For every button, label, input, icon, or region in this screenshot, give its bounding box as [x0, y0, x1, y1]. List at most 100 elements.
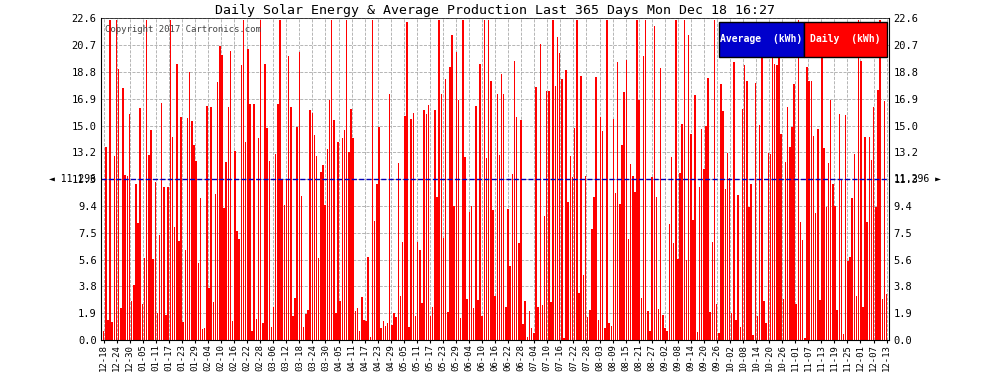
- Bar: [346, 20, 347, 340]
- Bar: [492, 210, 494, 340]
- Bar: [138, 223, 139, 340]
- Bar: [873, 108, 874, 340]
- Bar: [395, 317, 397, 340]
- Bar: [701, 129, 702, 340]
- Bar: [221, 55, 223, 340]
- Bar: [533, 333, 535, 340]
- Bar: [154, 183, 156, 340]
- Bar: [204, 328, 206, 340]
- Bar: [398, 163, 399, 340]
- Bar: [875, 207, 876, 340]
- Bar: [754, 82, 756, 340]
- Bar: [723, 111, 724, 340]
- Bar: [540, 44, 541, 340]
- Bar: [626, 60, 627, 340]
- Bar: [167, 188, 169, 340]
- Bar: [430, 316, 432, 340]
- Bar: [270, 327, 272, 340]
- Title: Daily Solar Energy & Average Production Last 365 Days Mon Dec 18 16:27: Daily Solar Energy & Average Production …: [215, 4, 775, 17]
- Bar: [542, 305, 544, 340]
- Bar: [622, 145, 623, 340]
- Bar: [765, 323, 767, 340]
- Bar: [323, 165, 324, 340]
- Bar: [283, 205, 285, 340]
- Bar: [780, 134, 782, 340]
- Bar: [879, 20, 881, 340]
- Bar: [305, 314, 307, 340]
- Bar: [742, 109, 743, 340]
- Text: Average  (kWh): Average (kWh): [721, 34, 803, 44]
- Text: ◄ 11.296: ◄ 11.296: [49, 174, 96, 184]
- Bar: [720, 84, 722, 340]
- Bar: [354, 311, 356, 340]
- Bar: [664, 328, 666, 340]
- Bar: [855, 296, 857, 340]
- Text: 11.296 ►: 11.296 ►: [894, 174, 941, 184]
- Bar: [516, 117, 518, 340]
- Bar: [367, 256, 369, 340]
- Bar: [241, 65, 243, 340]
- Bar: [275, 154, 276, 340]
- Bar: [563, 338, 564, 340]
- Bar: [292, 316, 294, 340]
- Bar: [819, 300, 821, 340]
- Bar: [428, 105, 430, 340]
- Bar: [615, 193, 617, 340]
- Bar: [853, 154, 855, 340]
- Bar: [520, 120, 522, 340]
- Bar: [475, 106, 476, 340]
- Bar: [187, 118, 188, 340]
- Bar: [763, 301, 764, 340]
- Bar: [849, 257, 850, 340]
- Bar: [529, 311, 531, 340]
- Bar: [122, 88, 124, 340]
- Bar: [738, 195, 739, 340]
- Bar: [217, 82, 219, 340]
- Bar: [565, 70, 567, 340]
- Bar: [251, 331, 252, 340]
- Bar: [310, 110, 311, 340]
- Bar: [606, 20, 608, 340]
- Bar: [716, 304, 718, 340]
- Bar: [675, 20, 676, 340]
- Bar: [774, 64, 775, 340]
- Bar: [318, 258, 320, 340]
- Bar: [488, 20, 489, 340]
- Bar: [211, 107, 212, 340]
- Bar: [545, 91, 547, 340]
- Bar: [734, 62, 735, 340]
- Bar: [316, 156, 318, 340]
- Bar: [802, 240, 804, 340]
- Bar: [105, 147, 107, 340]
- Bar: [595, 76, 597, 340]
- Bar: [421, 303, 423, 340]
- Bar: [255, 320, 257, 340]
- Bar: [628, 239, 630, 340]
- Bar: [441, 94, 443, 340]
- Bar: [234, 152, 236, 340]
- Bar: [699, 187, 700, 340]
- Bar: [457, 100, 459, 340]
- Bar: [116, 20, 117, 340]
- Bar: [460, 318, 461, 340]
- Bar: [572, 177, 573, 340]
- Bar: [408, 327, 410, 340]
- Bar: [619, 204, 621, 340]
- Bar: [224, 208, 225, 340]
- Bar: [822, 51, 823, 340]
- Bar: [657, 309, 659, 340]
- Bar: [858, 20, 859, 340]
- Bar: [561, 79, 562, 340]
- Bar: [158, 235, 160, 340]
- Bar: [668, 224, 670, 340]
- Bar: [776, 65, 777, 340]
- Bar: [470, 206, 472, 340]
- Bar: [585, 176, 586, 340]
- Bar: [219, 46, 221, 340]
- Bar: [643, 56, 644, 340]
- Bar: [435, 110, 436, 340]
- Bar: [862, 307, 863, 340]
- Bar: [550, 302, 551, 340]
- Bar: [336, 313, 337, 340]
- Bar: [746, 81, 747, 340]
